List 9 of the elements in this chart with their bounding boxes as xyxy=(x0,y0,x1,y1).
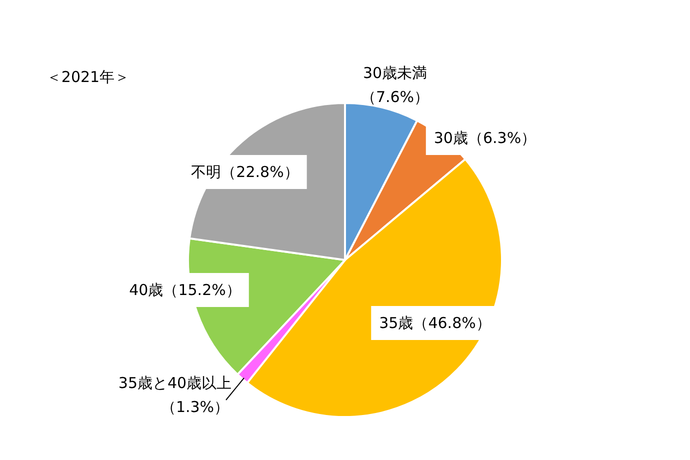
data-label: （7.6%） xyxy=(360,88,430,106)
slice-label: 30歳未満 xyxy=(362,64,428,82)
slice-label: 不明（22.8%） xyxy=(191,163,299,181)
slice-label: 35歳（46.8%） xyxy=(379,314,491,332)
chart-title: ＜2021年＞ xyxy=(46,68,130,86)
slice-label: 35歳と40歳以上 xyxy=(118,374,232,392)
data-label: （1.3%） xyxy=(160,398,230,416)
slice-label: 40歳（15.2%） xyxy=(129,281,241,299)
slice-label: 30歳（6.3%） xyxy=(434,129,536,147)
